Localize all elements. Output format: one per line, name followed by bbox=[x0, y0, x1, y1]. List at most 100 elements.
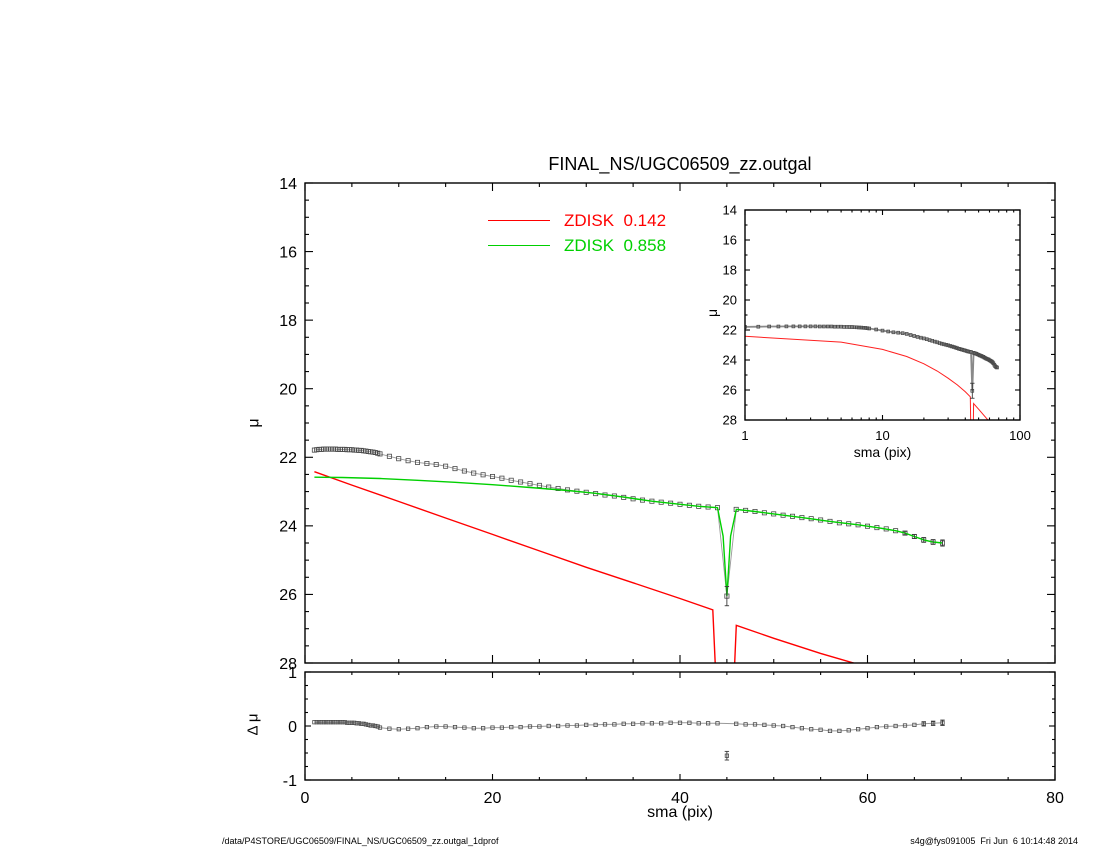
error-bar bbox=[724, 750, 730, 761]
legend-line-green bbox=[488, 245, 550, 246]
data-point bbox=[424, 725, 430, 730]
data-point bbox=[443, 463, 449, 469]
data-point bbox=[865, 726, 870, 731]
inset-ticks bbox=[744, 209, 1021, 421]
y-tick-label: 26 bbox=[723, 383, 737, 398]
data-point bbox=[908, 333, 913, 337]
data-point bbox=[443, 724, 448, 729]
data-point bbox=[323, 720, 329, 725]
data-point bbox=[434, 724, 439, 729]
data-point bbox=[813, 324, 818, 329]
data-point bbox=[414, 459, 420, 465]
y-tick-label: 24 bbox=[723, 353, 737, 368]
data-point bbox=[424, 460, 430, 466]
data-point bbox=[940, 341, 944, 346]
x-tick-label: 10 bbox=[875, 428, 889, 443]
data-point bbox=[791, 324, 796, 329]
data-point bbox=[818, 727, 823, 732]
data-point bbox=[784, 324, 789, 329]
x-tick-label: 60 bbox=[859, 790, 877, 807]
data-point bbox=[345, 720, 350, 725]
y-tick-label: 20 bbox=[723, 293, 737, 308]
data-point bbox=[677, 720, 683, 725]
data-point bbox=[948, 344, 952, 348]
data-point bbox=[363, 722, 369, 727]
data-point bbox=[461, 468, 467, 474]
data-point bbox=[366, 722, 371, 728]
data-point bbox=[915, 335, 920, 339]
main-y-axis-label: μ bbox=[245, 418, 263, 428]
data-point bbox=[649, 721, 655, 726]
data-point bbox=[994, 365, 998, 369]
y-tick-label: 18 bbox=[723, 263, 737, 278]
plot-title: FINAL_NS/UGC06509_zz.outgal bbox=[548, 154, 812, 174]
data-point bbox=[338, 720, 343, 725]
data-point bbox=[386, 453, 392, 459]
data-point bbox=[555, 485, 561, 491]
data-point bbox=[886, 329, 890, 334]
data-point bbox=[342, 720, 347, 725]
data-point bbox=[333, 720, 338, 725]
footer-file-path: /data/P4STORE/UGC06509/FINAL_NS/UGC06509… bbox=[222, 836, 499, 846]
main-zdisk-0.858-line bbox=[314, 476, 943, 597]
data-point bbox=[631, 721, 636, 726]
x-tick-label: 1 bbox=[741, 428, 748, 443]
data-point bbox=[822, 324, 826, 329]
data-point bbox=[863, 326, 868, 330]
data-point bbox=[859, 325, 863, 330]
data-point bbox=[640, 721, 645, 726]
data-point bbox=[527, 724, 533, 729]
data-point bbox=[776, 324, 781, 329]
data-point bbox=[387, 726, 392, 731]
data-point bbox=[884, 724, 889, 729]
data-point bbox=[361, 721, 366, 726]
data-point bbox=[602, 722, 608, 727]
data-point bbox=[891, 330, 896, 335]
data-point bbox=[818, 324, 822, 329]
main-ticks bbox=[304, 182, 1056, 664]
data-point bbox=[312, 720, 317, 725]
residuals-residual-line bbox=[314, 721, 943, 732]
data-point bbox=[321, 720, 326, 725]
data-point bbox=[377, 451, 383, 457]
data-point bbox=[781, 723, 786, 729]
data-point bbox=[893, 723, 898, 729]
residuals-series bbox=[312, 719, 945, 761]
footer-user-timestamp: s4g@fys091005 Fri Jun 6 10:14:48 2014 bbox=[910, 836, 1078, 846]
data-point bbox=[509, 725, 514, 730]
legend-label-zdisk-0858: ZDISK 0.858 bbox=[564, 235, 667, 255]
data-point bbox=[471, 726, 476, 731]
data-point bbox=[452, 725, 458, 730]
error-bar bbox=[902, 530, 908, 536]
y-tick-label: 1 bbox=[288, 665, 297, 682]
data-point bbox=[904, 332, 909, 336]
x-tick-label: 40 bbox=[671, 790, 689, 807]
data-point bbox=[593, 722, 598, 728]
inset-x-axis-label: sma (pix) bbox=[853, 444, 912, 460]
data-point bbox=[480, 472, 486, 478]
error-bar bbox=[940, 719, 945, 726]
data-point bbox=[687, 720, 692, 725]
data-point bbox=[743, 722, 748, 727]
data-point bbox=[867, 326, 871, 331]
y-tick-label: 14 bbox=[279, 176, 297, 193]
data-point bbox=[809, 727, 814, 732]
residuals-ticks bbox=[304, 671, 1056, 781]
residuals-plot: 10-10 20 40 60 80 bbox=[283, 665, 1064, 807]
data-point bbox=[946, 343, 950, 348]
legend: ZDISK 0.142 ZDISK 0.858 bbox=[488, 208, 666, 258]
y-tick-label: 0 bbox=[288, 719, 297, 736]
data-point bbox=[373, 723, 378, 729]
error-bar bbox=[921, 537, 926, 543]
data-point bbox=[352, 720, 357, 725]
data-point bbox=[480, 726, 486, 731]
data-point bbox=[316, 720, 322, 725]
data-point bbox=[874, 327, 878, 332]
data-point bbox=[734, 721, 739, 726]
data-point bbox=[508, 477, 514, 483]
data-point bbox=[696, 721, 701, 726]
data-point bbox=[880, 328, 885, 333]
x-tick-label: 100 bbox=[1009, 428, 1031, 443]
